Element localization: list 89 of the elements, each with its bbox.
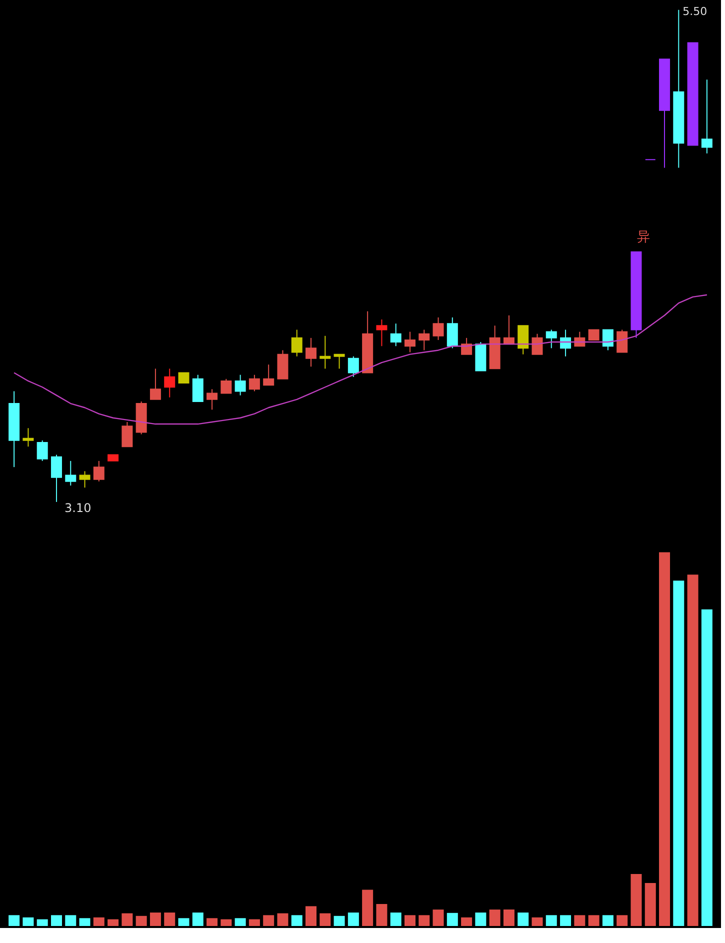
bar [418, 915, 430, 926]
candlestick [518, 325, 529, 355]
candlestick [36, 440, 48, 462]
bar [348, 912, 359, 926]
candlestick [334, 354, 345, 370]
bar [376, 904, 388, 926]
candlestick [164, 368, 176, 398]
bar [687, 574, 698, 926]
bar [65, 915, 76, 926]
bar [673, 580, 684, 926]
candlestick [404, 331, 416, 353]
bar [36, 919, 48, 926]
bar [475, 912, 486, 926]
candlestick [178, 372, 190, 384]
candlestick [79, 470, 90, 488]
candlestick [320, 335, 331, 370]
candlestick [616, 329, 628, 353]
candlestick [50, 454, 62, 502]
candlestick [122, 421, 133, 448]
bar [220, 919, 232, 926]
bar [574, 915, 586, 926]
candlestick [248, 374, 260, 392]
bar [630, 874, 642, 926]
candlestick [560, 329, 572, 357]
bar [404, 915, 416, 926]
annotation: 3.10 [64, 500, 92, 515]
candlestick [192, 374, 204, 402]
bar [50, 915, 62, 926]
annotation: 异 [637, 230, 650, 245]
candlestick [206, 388, 218, 410]
candlestick [390, 323, 402, 347]
candlestick [234, 374, 246, 396]
bar [701, 609, 712, 926]
candlestick [22, 428, 34, 448]
bar [546, 915, 557, 926]
bar [8, 915, 20, 926]
bar [234, 918, 246, 926]
bar [432, 910, 444, 926]
candlestick [446, 316, 458, 349]
bar [248, 919, 260, 926]
candlestick [291, 329, 302, 357]
bar [489, 910, 500, 926]
candlestick [220, 378, 232, 394]
bar [334, 916, 345, 926]
bar [206, 918, 218, 926]
candlestick [546, 329, 557, 349]
bar [503, 910, 514, 926]
candlestick [461, 337, 472, 355]
bar [277, 913, 288, 926]
candlestick [65, 460, 76, 486]
bar [602, 915, 614, 926]
candlestick [418, 329, 430, 351]
annotation: 5.50 [682, 4, 708, 18]
bar [108, 919, 119, 926]
bar [446, 912, 458, 926]
bar [616, 915, 628, 926]
candlestick [602, 329, 614, 351]
bar [320, 913, 331, 926]
bar [22, 917, 34, 926]
candlestick [150, 368, 161, 400]
bar [532, 917, 543, 926]
bar [461, 917, 472, 926]
bar [122, 913, 133, 926]
bar [588, 915, 600, 926]
candlestick [701, 79, 712, 154]
candlestick [263, 364, 274, 386]
bar [362, 890, 374, 926]
bar [93, 917, 104, 926]
bar [291, 915, 302, 926]
candlestick [376, 318, 388, 347]
bar [659, 552, 670, 926]
candlestick [93, 460, 104, 482]
bar [560, 915, 572, 926]
bar [178, 918, 190, 926]
candlestick [588, 329, 600, 340]
bar [518, 912, 529, 926]
bar [164, 912, 176, 926]
bar [306, 906, 317, 926]
candlestick [532, 333, 543, 355]
candlestick [306, 337, 317, 368]
bar [150, 912, 161, 926]
bar [390, 912, 402, 926]
bar [136, 916, 147, 926]
bar [263, 915, 274, 926]
candlestick [432, 316, 444, 340]
bar [192, 912, 204, 926]
candlestick [348, 356, 359, 378]
bar [79, 918, 90, 926]
bar [644, 883, 656, 926]
